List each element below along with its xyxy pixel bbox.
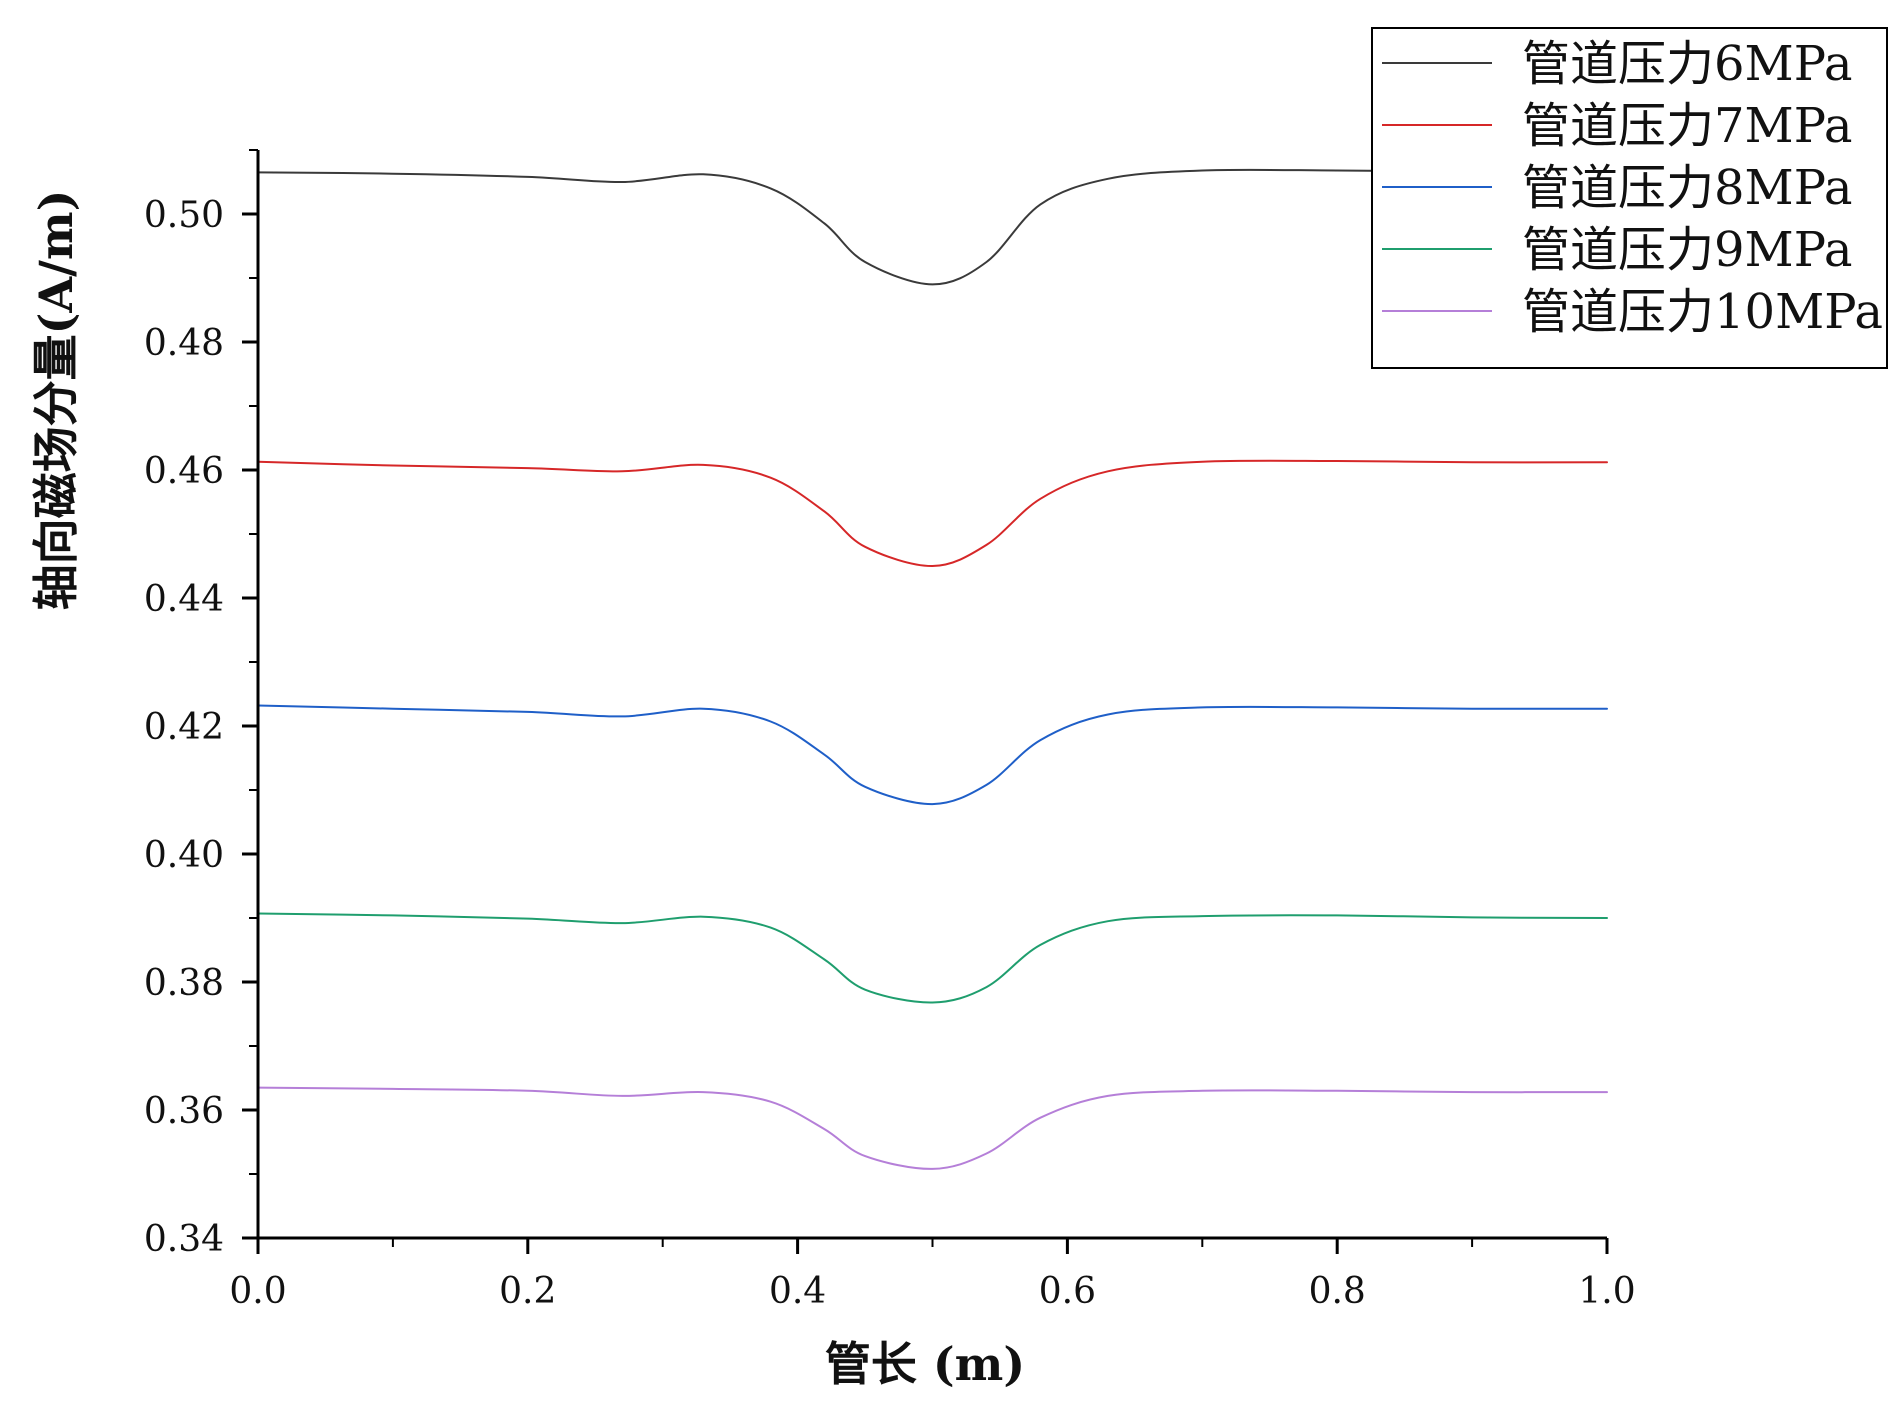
axes-group: 0.0 0.2 0.4 0.6 0.8 1.0 0.34 0.36 0.38 0.40 0.42 0.… [144, 149, 1636, 1312]
y-tick-label: 0.46 [144, 451, 224, 492]
series-line-1 [257, 168, 1608, 286]
x-axis-title: 管长 (m) [825, 1337, 1025, 1391]
series-line-5 [257, 1086, 1608, 1170]
y-tick-label: 0.36 [144, 1091, 224, 1132]
legend-label-5: 管道压力10MPa [1522, 284, 1883, 340]
plot-series-group [257, 168, 1608, 1170]
x-tick-label: 0.4 [769, 1271, 826, 1312]
y-tick-label: 0.40 [144, 835, 224, 876]
legend: 管道压力6MPa 管道压力7MPa 管道压力8MPa 管道压力9MPa 管道压力10MP… [1371, 27, 1888, 369]
y-tick-label: 0.42 [144, 707, 224, 748]
legend-label-1: 管道压力6MPa [1522, 36, 1852, 92]
x-tick-label: 1.0 [1578, 1271, 1635, 1312]
x-tick-label: 0.2 [499, 1271, 556, 1312]
y-tick-label: 0.34 [144, 1219, 224, 1260]
y-tick-label: 0.48 [144, 323, 224, 364]
y-tick-label: 0.44 [144, 579, 224, 620]
x-tick-label: 0.8 [1309, 1271, 1366, 1312]
x-tick-label: 0.0 [229, 1271, 286, 1312]
legend-label-3: 管道压力8MPa [1522, 160, 1852, 216]
y-tick-label: 0.38 [144, 963, 224, 1004]
series-line-2 [257, 459, 1608, 568]
x-tick-label: 0.6 [1039, 1271, 1096, 1312]
y-axis-title: 轴向磁场分量(A/m) [29, 190, 83, 611]
series-line-4 [257, 912, 1608, 1004]
legend-label-2: 管道压力7MPa [1522, 98, 1852, 154]
y-tick-label: 0.50 [144, 195, 224, 236]
series-line-3 [257, 704, 1608, 806]
legend-label-4: 管道压力9MPa [1522, 222, 1852, 278]
